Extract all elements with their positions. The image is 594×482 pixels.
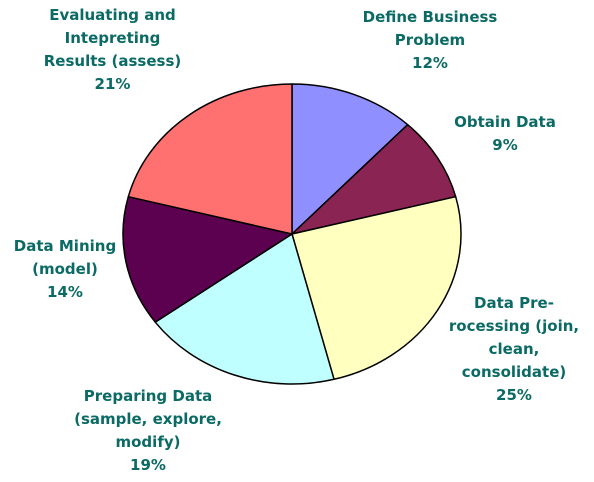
label-obtain-data: Obtain Data 9%	[430, 111, 580, 157]
pct-evaluating-results: 21%	[94, 75, 131, 93]
pct-define-business-problem: 12%	[412, 54, 448, 72]
pie-slice-evaluating-results	[127, 83, 293, 235]
pct-data-mining: 14%	[47, 283, 83, 301]
pie-slice-obtain-data	[291, 123, 457, 235]
pie-slice-data-mining	[122, 195, 293, 323]
label-data-preprocessing: Data Pre- rocessing (join, clean, consol…	[434, 292, 594, 407]
label-define-business-problem: Define Business Problem 12%	[335, 6, 525, 75]
pct-preparing-data: 19%	[130, 456, 166, 474]
label-preparing-data: Preparing Data (sample, explore, modify)…	[58, 385, 238, 477]
pie-slice-define-business-problem	[291, 83, 409, 235]
label-evaluating-results: Evaluating and Intepreting Results (asse…	[25, 4, 200, 96]
pie-slice-data-preprocessing	[291, 195, 462, 381]
pie-slice-preparing-data	[154, 233, 335, 385]
pct-obtain-data: 9%	[492, 136, 518, 154]
label-data-mining: Data Mining (model) 14%	[0, 235, 130, 304]
pct-data-preprocessing: 25%	[496, 386, 532, 404]
